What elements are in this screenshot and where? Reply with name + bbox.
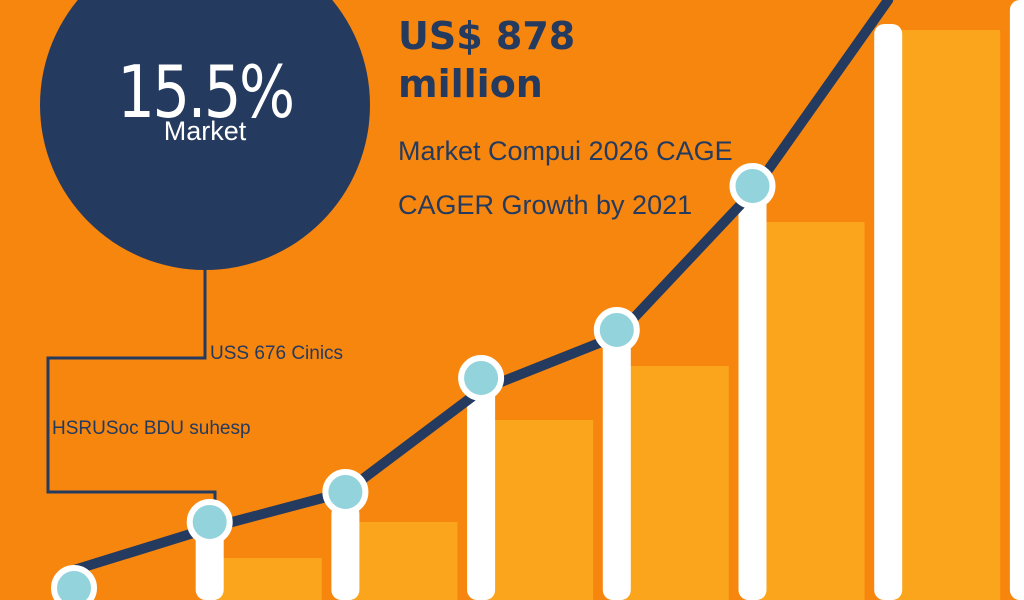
data-point-5 — [593, 307, 640, 353]
data-point-2 — [186, 499, 233, 545]
bar-3 — [331, 504, 360, 600]
bar-4 — [467, 360, 496, 600]
cagr-label: Market — [163, 116, 247, 146]
shadow-bar-6 — [760, 222, 865, 600]
headline-line-2: million — [398, 62, 543, 106]
callout-note-2: HSRUSoc BDU suhesp — [52, 418, 251, 439]
data-point-1 — [51, 565, 97, 600]
data-point-6 — [729, 163, 776, 209]
bar-7 — [874, 24, 903, 600]
bar-6 — [738, 180, 767, 600]
cagr-badge: 15.5% Market — [40, 0, 370, 270]
shadow-bar-2 — [217, 558, 322, 600]
bar-5 — [602, 312, 631, 600]
shadow-bar-7 — [896, 30, 1001, 600]
shadow-bar-4 — [489, 420, 594, 600]
subheading-2: CAGER Growth by 2021 — [398, 190, 693, 220]
shadow-bar-5 — [624, 366, 729, 600]
cagr-percent: 15.5% — [117, 50, 295, 134]
callout-note-1: USS 676 Cinics — [210, 343, 344, 364]
market-value-headline: US$ 878 million — [398, 12, 575, 108]
bar-8 — [1009, 0, 1024, 600]
data-point-3 — [322, 469, 369, 515]
headline-line-1: US$ 878 — [398, 14, 576, 58]
subheading-1: Market Compui 2026 CAGE — [398, 136, 733, 166]
data-point-4 — [458, 355, 505, 401]
shadow-bar-3 — [353, 522, 458, 600]
callout-connector — [46, 268, 217, 540]
